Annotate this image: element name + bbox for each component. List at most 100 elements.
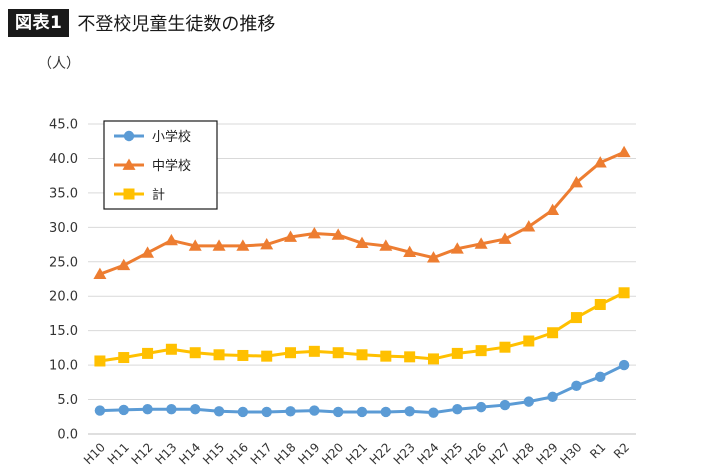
x-tick-label: H19 — [295, 440, 322, 467]
data-point — [618, 287, 630, 299]
x-tick-label: H23 — [391, 440, 418, 467]
data-point — [547, 327, 559, 339]
data-point — [426, 251, 440, 263]
data-point — [379, 239, 393, 251]
y-tick-label: 30.0 — [49, 221, 78, 236]
data-point — [356, 349, 368, 361]
x-tick-label: H12 — [129, 440, 156, 467]
data-point — [403, 245, 417, 258]
x-axis: H10H11H12H13H14H15H16H17H18H19H20H21H22H… — [81, 440, 632, 467]
data-point — [141, 246, 155, 258]
data-point — [331, 228, 345, 240]
data-point — [593, 156, 607, 168]
data-point — [237, 349, 249, 361]
data-point — [188, 239, 202, 251]
y-axis: 0.0 5.0 10.0 15.0 20.0 25.0 30.0 35.0 40.0 45.0 — [49, 118, 78, 443]
legend-label: 中学校 — [152, 158, 191, 174]
x-tick-label: H28 — [510, 440, 537, 467]
x-tick-label: H29 — [534, 440, 561, 467]
x-tick-label: H20 — [319, 440, 346, 467]
data-point — [285, 406, 296, 417]
x-tick-label: H27 — [486, 440, 513, 467]
data-point — [547, 391, 558, 402]
y-tick-label: 20.0 — [49, 290, 78, 305]
x-tick-label: H11 — [105, 440, 132, 467]
data-point — [117, 258, 131, 271]
data-point — [261, 406, 272, 418]
data-point — [546, 203, 560, 215]
data-point — [213, 406, 225, 417]
data-point — [94, 355, 106, 367]
data-point — [285, 347, 297, 359]
data-point — [522, 220, 536, 232]
data-point — [212, 239, 226, 251]
y-tick-label: 40.0 — [49, 152, 78, 167]
data-point — [569, 176, 583, 188]
x-tick-label: H21 — [343, 440, 370, 467]
data-point — [142, 404, 153, 415]
legend-label: 小学校 — [152, 129, 191, 145]
x-tick-label: H25 — [438, 440, 465, 467]
data-point — [260, 238, 274, 250]
data-point — [428, 407, 439, 418]
x-tick-label: H22 — [367, 440, 394, 467]
data-point — [427, 353, 439, 365]
data-point — [165, 343, 177, 355]
data-point — [499, 341, 511, 353]
data-point — [213, 349, 225, 361]
data-point — [123, 130, 135, 142]
series-line — [99, 363, 625, 415]
x-tick-label: H24 — [415, 440, 442, 467]
x-tick-label: H15 — [200, 440, 227, 467]
series-triangle — [93, 145, 631, 280]
data-point — [190, 404, 201, 415]
data-point — [523, 396, 534, 407]
x-tick-label: H16 — [224, 440, 251, 467]
series-circle — [94, 359, 630, 418]
y-tick-label: 0.0 — [57, 428, 78, 443]
figure-badge: 図表1 — [8, 9, 70, 37]
data-point — [261, 350, 273, 362]
data-point — [307, 227, 321, 239]
figure-title: 不登校児童生徒数の推移 — [77, 14, 276, 35]
data-point — [570, 312, 582, 324]
data-point — [123, 188, 135, 200]
x-tick-label: H30 — [557, 440, 584, 467]
y-tick-label: 15.0 — [49, 324, 78, 339]
data-point — [499, 399, 511, 411]
data-point — [94, 405, 106, 416]
data-point — [284, 230, 298, 242]
x-tick-label: H26 — [462, 440, 489, 467]
y-tick-label: 5.0 — [57, 393, 78, 408]
data-point — [594, 298, 606, 310]
x-tick-label: H14 — [176, 440, 203, 467]
data-point — [142, 347, 154, 359]
data-point — [380, 406, 392, 418]
data-point — [617, 145, 631, 158]
y-unit-label: （人） — [38, 56, 80, 72]
data-point — [308, 345, 320, 357]
data-point — [595, 371, 606, 383]
data-point — [332, 406, 344, 418]
data-point — [332, 347, 344, 359]
data-point — [122, 158, 136, 170]
y-tick-label: 10.0 — [49, 359, 78, 374]
x-tick-label: H17 — [248, 440, 275, 467]
x-tick-label: R1 — [587, 440, 608, 461]
series-square — [94, 287, 630, 367]
data-point — [571, 380, 582, 391]
data-point — [189, 347, 201, 359]
data-point — [451, 347, 463, 359]
data-point — [236, 239, 250, 251]
data-point — [355, 236, 369, 249]
x-tick-label: R2 — [611, 440, 632, 461]
x-tick-label: H13 — [152, 440, 179, 467]
data-point — [618, 359, 630, 371]
legend-label: 計 — [152, 187, 165, 203]
data-point — [93, 267, 107, 280]
data-point — [474, 237, 488, 249]
data-point — [475, 401, 487, 413]
data-point — [475, 345, 487, 357]
